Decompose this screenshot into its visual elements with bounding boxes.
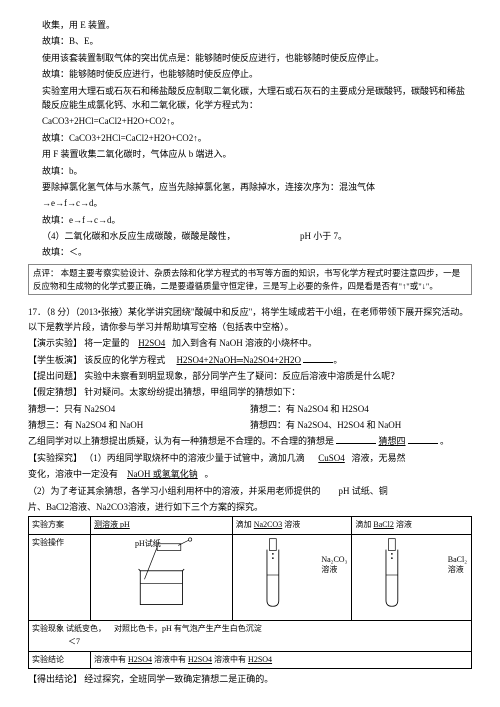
text: （4）二氧化碳和水反应生成碳酸，碳酸是酸性，	[42, 231, 236, 241]
label: BaCl₂ 溶液	[448, 555, 467, 574]
experiment-table: 实验方案 测溶液 pH 滴加 Na2CO3 溶液 滴加 BaCl2 溶液 实验操…	[28, 516, 472, 669]
th: 实验方案	[29, 517, 91, 535]
equation: H2SO4+2NaOH═Na2SO4+2H2O	[177, 355, 302, 365]
table-row: 实验结论 溶液中有 H2SO4 溶液中有 H2SO4 溶液中有 H2SO4	[29, 651, 472, 669]
q17-head: 17．（8 分）（2013•张掖）某化学讲究团绕"酸碱中和反应"，将学生域成若干…	[28, 305, 472, 334]
text: 实验中未察看到明显现象，部分同学产生了疑问：反应后溶液中溶质是什么呢？	[84, 371, 399, 381]
blank	[408, 434, 438, 444]
line: 故填：能够随时使反应进行，也能够随时使反应停止。	[28, 67, 472, 81]
comment-box: 点评： 本题主要考察实验设计、杂质去除和化学方程式的书写等方面的知识，书写化学方…	[28, 264, 472, 296]
line: 收集，用 E 装置。	[28, 18, 472, 32]
guess-3: 猜想三：有 Na2SO4 和 NaOH	[28, 418, 250, 432]
text: （2）为了考证其余猜想，各学习小组利用杯中的溶液，并采用老师提供的	[28, 486, 321, 496]
line: 用 F 装置收集二氧化碳时，气体应从 b 端进入。	[28, 147, 472, 161]
th-text: 滴加 Na2CO3 溶液	[236, 520, 300, 529]
section-label: 【实验探究】	[28, 453, 82, 463]
answer: 猜想四	[379, 436, 406, 446]
exp-line: 【实验探究】 （1）丙组同学取烧杯中的溶液少量于试管中，滴加几滴 CuSO4 溶…	[28, 451, 472, 465]
exp-line: 片、BaCl2溶液、Na2CO3溶液，进行如下三个方案的探究。	[28, 500, 472, 514]
cell: 溶液中有 H2SO4 溶液中有 H2SO4 溶液中有 H2SO4	[91, 651, 472, 669]
comment-label: 点评：	[33, 268, 59, 278]
line: （4）二氧化碳和水反应生成碳酸，碳酸是酸性， pH 小于 7。	[28, 229, 472, 243]
th-text: 滴加 BaCl2 溶液	[355, 520, 411, 529]
section-label: 【提出问题】	[28, 371, 82, 381]
line: →e→f→c→d。	[28, 196, 472, 210]
text: pH 小于 7。	[300, 231, 347, 241]
demo-line: 【演示实验】 将一定量的 H2SO4 加入到含有 NaOH 溶液的小烧杯中。	[28, 336, 472, 350]
label: pH试纸	[135, 538, 161, 551]
text: 变化，溶液中一定没有	[28, 469, 118, 479]
hyp-line: 【假定猜想】 针对疑问。太家纷纷提出猜想，甲组同学的猜想如下：	[28, 385, 472, 399]
text: ＜7	[68, 637, 80, 646]
diagram-cell: BaCl₂ 溶液	[352, 535, 472, 621]
text: 。	[205, 469, 214, 479]
diagram-cell: pH试纸	[91, 535, 233, 621]
cell-label: 实验操作	[29, 535, 91, 621]
student-line: 【学生板演】 该反应的化学方程式 H2SO4+2NaOH═Na2SO4+2H2O…	[28, 353, 472, 367]
conclusion: 【得出结论】 经过探究，全班同学一致确定猜想二是正确的。	[28, 672, 472, 686]
text: H2SO4	[138, 338, 165, 348]
text: 该反应的化学方程式	[84, 355, 165, 365]
text: （1）丙组同学取烧杯中的溶液少量于试管中，滴加几滴	[84, 453, 305, 463]
section-label: 【演示实验】	[28, 338, 82, 348]
answer: CuSO4	[318, 453, 345, 463]
text: 针对疑问。太家纷纷提出猜想，甲组同学的猜想如下：	[84, 387, 300, 397]
line: 故填：b。	[28, 164, 472, 178]
beaker-icon	[94, 537, 229, 613]
guess-row: 猜想三：有 Na2SO4 和 NaOH 猜想四：有 Na2SO4、H2SO4 和…	[28, 418, 472, 432]
exp-line: 变化，溶液中一定没有 NaOH 或氢氧化钠 。	[28, 467, 472, 481]
text: 经过探究，全班同学一致确定猜想二是正确的。	[84, 674, 273, 684]
line: 要除掉氯化氢气体与水蒸气，应当先除掉氯化氢，再除掉水，连接次序为：混浊气体	[28, 180, 472, 194]
comment-body: 本题主要考察实验设计、杂质去除和化学方程式的书写等方面的知识，书写化学方程式时要…	[33, 268, 460, 291]
line: 实验室用大理石或石灰石和稀盐酸反应制取二氧化碳，大理石或石灰石的主要成分是碳酸钙…	[28, 84, 472, 113]
guess-row: 猜想一：只有 Na2SO4 猜想二：有 Na2SO4 和 H2SO4	[28, 402, 472, 416]
th: 测溶液 pH	[91, 517, 233, 535]
cell: 实验现象 试纸变色， 对照比色卡，pH 有气泡产生产生白色沉淀 ＜7	[29, 621, 472, 652]
label: Na₂CO₃ 溶液	[321, 555, 347, 574]
table-row: 实验方案 测溶液 pH 滴加 Na2CO3 溶液 滴加 BaCl2 溶液	[29, 517, 472, 535]
th: 滴加 BaCl2 溶液	[352, 517, 472, 535]
tube-icon	[236, 537, 349, 613]
yi-line: 乙组同学对以上猜想提出质疑，认为有一种猜想是不合理的。不合理的猜想是 猜想四 。	[28, 434, 472, 448]
equation: 故填：CaCO3+2HCl=CaCl2+H2O+CO2↑。	[28, 131, 472, 145]
answer: NaOH 或氢氧化钠	[127, 469, 198, 479]
blank	[336, 434, 376, 444]
text: 。	[440, 436, 449, 446]
guess-2: 猜想二：有 Na2SO4 和 H2SO4	[250, 402, 472, 416]
text: 实验现象 试纸变色，	[32, 624, 106, 633]
th: 滴加 Na2CO3 溶液	[232, 517, 352, 535]
text: 乙组同学对以上猜想提出质疑，认为有一种猜想是不合理的。不合理的猜想是	[28, 436, 334, 446]
text: pH 试纸、铜	[339, 486, 388, 496]
th-text: 测溶液 pH	[94, 520, 130, 529]
text: 加入到含有 NaOH 溶液的小烧杯中。	[172, 338, 317, 348]
section-label: 【学生板演】	[28, 355, 82, 365]
equation: CaCO3+2HCl=CaCl2+H2O+CO2↑。	[28, 114, 472, 128]
ask-line: 【提出问题】 实验中未察看到明显现象，部分同学产生了疑问：反应后溶液中溶质是什么…	[28, 369, 472, 383]
exp-line: （2）为了考证其余猜想，各学习小组利用杯中的溶液，并采用老师提供的 pH 试纸、…	[28, 484, 472, 498]
th-text: 实验方案	[32, 520, 64, 529]
section-label: 【得出结论】	[28, 674, 82, 684]
guess-1: 猜想一：只有 Na2SO4	[28, 402, 250, 416]
table-row: 实验操作 pH试纸 Na₂CO₃ 溶液	[29, 535, 472, 621]
line: 使用该套装置制取气体的突出优点是：能够随时使反应进行，也能够随时使反应停止。	[28, 51, 472, 65]
line: 故填：＜。	[28, 245, 472, 259]
text: 溶液中有 H2SO4 溶液中有 H2SO4 溶液中有 H2SO4	[94, 655, 272, 664]
blank	[303, 353, 333, 363]
line: 故填：B、E。	[28, 34, 472, 48]
guess-4: 猜想四：有 Na2SO4、H2SO4 和 NaOH	[250, 418, 472, 432]
text: 将一定量的	[84, 338, 129, 348]
tube-icon	[355, 537, 468, 613]
cell-label: 实验结论	[29, 651, 91, 669]
line: 故填：e→f→c→d。	[28, 213, 472, 227]
text: 对照比色卡，pH 有气泡产生产生白色沉淀	[114, 624, 262, 633]
table-row: 实验现象 试纸变色， 对照比色卡，pH 有气泡产生产生白色沉淀 ＜7	[29, 621, 472, 652]
text: 溶液，无易然	[352, 453, 406, 463]
section-label: 【假定猜想】	[28, 387, 82, 397]
diagram-cell: Na₂CO₃ 溶液	[232, 535, 352, 621]
